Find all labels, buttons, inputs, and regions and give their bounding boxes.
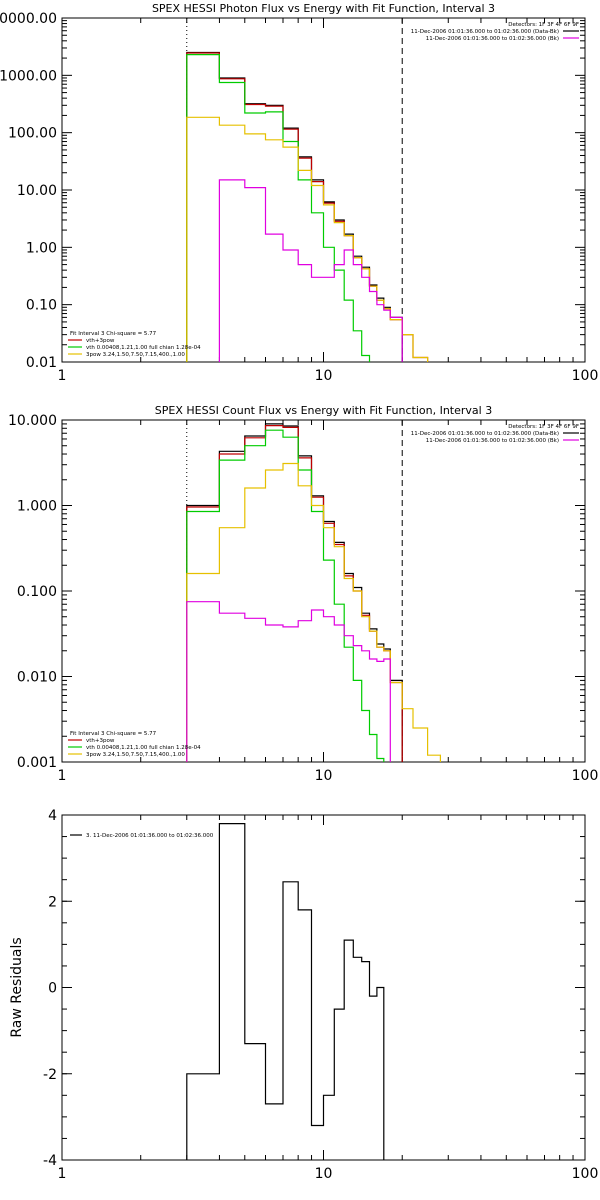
y-tick-label: 1.00: [26, 240, 57, 256]
legend-item: vth+3pow: [86, 338, 115, 344]
y-tick-label: 2: [48, 894, 57, 910]
y-axis-label: Raw Residuals: [9, 937, 25, 1037]
y-tick-label: 0.010: [17, 670, 57, 686]
chart-panel-2: SPEX HESSI Count Flux vs Energy with Fit…: [8, 404, 598, 784]
x-tick-label: 1: [58, 1166, 67, 1182]
y-tick-label: 0.001: [17, 755, 57, 771]
y-tick-label: 1000.00: [0, 68, 57, 84]
y-tick-label: -4: [43, 1153, 57, 1169]
y-tick-label: -2: [43, 1067, 57, 1083]
y-tick-label: 10.000: [8, 413, 57, 429]
y-tick-label: 10.00: [17, 183, 57, 199]
series-3pow-line: [186, 462, 441, 762]
legend-item: 11-Dec-2006 01:01:36.000 to 01:02:36.000…: [426, 438, 559, 444]
legend-item: 3. 11-Dec-2006 01:01:36.000 to 01:02:36.…: [86, 833, 214, 839]
series-vth-3pow-line: [186, 52, 429, 362]
y-tick-label: 100.00: [8, 126, 57, 142]
series-3pow-line: [186, 116, 429, 362]
y-tick-label: 4: [48, 808, 57, 824]
legend-item: Detectors: 1F 3F 4F 6F 9F: [508, 22, 579, 28]
x-tick-label: 1: [58, 768, 67, 784]
y-tick-label: 1.000: [17, 499, 57, 515]
series-bk-line: [186, 601, 391, 762]
y-tick-label: 0.01: [26, 355, 57, 371]
legend-item: 11-Dec-2006 01:01:36.000 to 01:02:36.000…: [411, 29, 559, 35]
legend-item: 11-Dec-2006 01:01:36.000 to 01:02:36.000…: [411, 431, 559, 437]
series-vth-line: [186, 429, 385, 762]
y-tick-label: 0.100: [17, 584, 57, 600]
x-tick-label: 100: [572, 768, 599, 784]
legend-item: Fit Interval 3 Chi-square = 5.77: [70, 331, 157, 337]
x-tick-label: 10: [315, 1166, 333, 1182]
chart-panel-1: SPEX HESSI Photon Flux vs Energy with Fi…: [0, 2, 598, 384]
x-tick-label: 10: [315, 768, 333, 784]
legend-item: vth+3pow: [86, 738, 115, 744]
series-3-11-dec-2006-01-01-36-000-to-01-02-36-000-line: [186, 823, 385, 1160]
x-tick-label: 1: [58, 368, 67, 384]
chart-panel-3: 1 10 100 -4 -2 0 2 4 Raw Residuals 3. 11-Dec-2006…: [9, 808, 598, 1182]
y-tick-label: 0: [48, 981, 57, 997]
legend-item: vth 0.00408,1.21,1.00 full chian 1.28e-0…: [86, 745, 201, 751]
chart-title: SPEX HESSI Photon Flux vs Energy with Fi…: [152, 2, 495, 15]
legend-item: 3pow 3.24,1.50,7.50,7.15,400.,1.00: [86, 752, 185, 758]
legend-item: vth 0.00408,1.21,1.00 full chian 1.28e-0…: [86, 345, 201, 351]
legend-item: 3pow 3.24,1.50,7.50,7.15,400.,1.00: [86, 352, 185, 358]
series-bk-line: [218, 179, 403, 362]
y-tick-label: 0.10: [26, 298, 57, 314]
x-tick-label: 100: [572, 1166, 599, 1182]
plot-frame: [61, 419, 586, 763]
x-tick-label: 10: [315, 368, 333, 384]
x-tick-label: 100: [572, 368, 599, 384]
legend-item: Fit Interval 3 Chi-square = 5.77: [70, 731, 157, 737]
y-tick-label: 10000.00: [0, 11, 57, 27]
legend-item: 11-Dec-2006 01:01:36.000 to 01:02:36.000…: [426, 36, 559, 42]
legend-item: Detectors: 1F 3F 4F 6F 9F: [508, 424, 579, 430]
chart-title: SPEX HESSI Count Flux vs Energy with Fit…: [155, 404, 492, 417]
series-vth-line: [186, 54, 371, 362]
